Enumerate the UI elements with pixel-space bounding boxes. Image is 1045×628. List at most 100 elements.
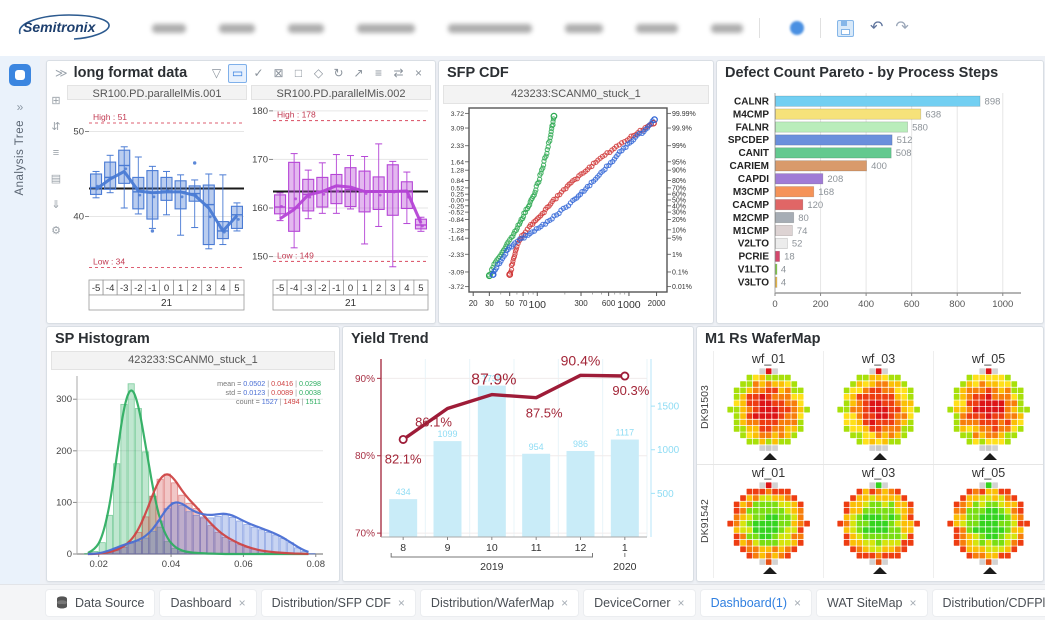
svg-text:10%: 10% bbox=[672, 227, 686, 234]
tab-distribution-wafermap[interactable]: Distribution/WaferMap × bbox=[420, 589, 579, 616]
tab-dashboard[interactable]: Dashboard × bbox=[160, 589, 256, 616]
histogram-chart[interactable]: 0 100 200 300 0.02 0.04 0.06 0.08 mean = 0.0502 … bbox=[47, 370, 339, 583]
cdf-chart[interactable]: 3.72 99.99% 3.09 99.9% 2.33 99% 1.64 95% 1.28 90%… bbox=[439, 104, 713, 325]
blurred-menu-item[interactable] bbox=[636, 23, 678, 33]
svg-text:1500: 1500 bbox=[657, 402, 680, 413]
boxplot-chart-1[interactable]: 40 50 High : 51 Low : 34 -5 -4 -3 -2 -1 0 1 2 3 4 5 21 bbox=[65, 100, 249, 319]
tab-close-icon[interactable]: × bbox=[909, 595, 917, 610]
svg-text:400: 400 bbox=[858, 299, 874, 310]
boxplot-chart-2[interactable]: 150 160 170 180 High : 178 Low : 149 -5 -4 -3 -2-… bbox=[249, 100, 433, 319]
svg-text:580: 580 bbox=[912, 122, 928, 133]
wafer-cell[interactable]: wf_03 bbox=[823, 465, 933, 578]
menu-list-icon[interactable]: ≡ bbox=[52, 146, 60, 159]
svg-text:V1LTO: V1LTO bbox=[738, 265, 770, 276]
clear-selection-icon[interactable]: ⊠ bbox=[273, 66, 284, 80]
tab-distribution-cdfplot[interactable]: Distribution/CDFPlot× bbox=[932, 589, 1045, 616]
svg-text:V2LTO: V2LTO bbox=[738, 239, 770, 250]
wafer-cell[interactable]: wf_01 bbox=[713, 465, 823, 578]
check-select-icon[interactable]: ✓ bbox=[253, 66, 264, 80]
list-icon[interactable]: ≡ bbox=[374, 66, 382, 80]
svg-text:150: 150 bbox=[252, 252, 268, 263]
pareto-chart[interactable]: 0 200 400 600 800 1000 CALNR 898 M4CMP 638 FALNR 58… bbox=[717, 85, 1043, 324]
svg-text:986: 986 bbox=[573, 439, 588, 449]
svg-text:11: 11 bbox=[531, 542, 542, 554]
redo-icon[interactable]: ↷ bbox=[895, 19, 909, 36]
svg-text:40: 40 bbox=[73, 212, 84, 223]
yield-trend-chart[interactable]: 1500 1000 500 434 1099 1735 954 986 1117 90% 80% 70… bbox=[343, 351, 693, 582]
swap-axes-icon[interactable]: ⇄ bbox=[393, 66, 404, 80]
svg-text:High : 51: High : 51 bbox=[93, 112, 127, 122]
svg-text:0.00: 0.00 bbox=[451, 198, 464, 205]
svg-text:3.72: 3.72 bbox=[451, 111, 464, 118]
tab-close-icon[interactable]: × bbox=[561, 595, 569, 610]
tab-dashboard-1-[interactable]: Dashboard(1) × bbox=[700, 589, 812, 616]
svg-text:5: 5 bbox=[234, 283, 239, 294]
svg-text:-0.25: -0.25 bbox=[449, 203, 465, 210]
svg-text:0: 0 bbox=[67, 549, 72, 560]
tab-distribution-sfp-cdf[interactable]: Distribution/SFP CDF × bbox=[261, 589, 415, 616]
tab-close-icon[interactable]: × bbox=[677, 595, 685, 610]
blurred-menu-item[interactable] bbox=[448, 23, 532, 33]
tab-wat-sitemap[interactable]: WAT SiteMap × bbox=[817, 589, 927, 616]
blurred-menu-item[interactable] bbox=[152, 23, 186, 33]
sidebar-expand-chevron[interactable]: » bbox=[16, 100, 24, 114]
svg-text:4: 4 bbox=[781, 278, 786, 289]
blurred-menu-item[interactable] bbox=[711, 23, 743, 33]
tab-label: Dashboard bbox=[170, 595, 232, 610]
settings-gear-icon[interactable]: ⚙ bbox=[51, 225, 61, 237]
svg-text:1%: 1% bbox=[672, 252, 682, 259]
svg-text:99.9%: 99.9% bbox=[672, 126, 692, 133]
wafer-cell[interactable]: wf_03 bbox=[823, 351, 933, 464]
sort-icon[interactable]: ⇵ bbox=[51, 121, 61, 133]
tab-label: WAT SiteMap bbox=[827, 595, 903, 610]
tab-close-icon[interactable]: × bbox=[238, 595, 246, 610]
box-select-icon[interactable]: ▭ bbox=[228, 63, 247, 83]
open-external-icon[interactable]: ↗ bbox=[353, 66, 364, 80]
svg-text:1: 1 bbox=[362, 283, 367, 294]
close-icon[interactable]: × bbox=[414, 66, 422, 80]
download-icon[interactable]: ⇓ bbox=[51, 199, 61, 211]
svg-text:2: 2 bbox=[376, 283, 381, 294]
bottom-strip bbox=[0, 620, 1045, 628]
svg-text:300: 300 bbox=[574, 299, 588, 308]
table-icon[interactable]: ▤ bbox=[50, 173, 62, 185]
blurred-menu-item[interactable] bbox=[219, 23, 255, 33]
wafer-cell[interactable]: wf_01 bbox=[713, 351, 823, 464]
svg-text:50%: 50% bbox=[672, 198, 686, 205]
tab-devicecorner[interactable]: DeviceCorner × bbox=[584, 589, 695, 616]
svg-text:2: 2 bbox=[192, 283, 197, 294]
notification-dot-icon[interactable] bbox=[790, 21, 804, 35]
analysis-app-icon[interactable] bbox=[9, 64, 31, 86]
undo-icon[interactable]: ↶ bbox=[870, 19, 884, 36]
blurred-menu-item[interactable] bbox=[357, 23, 415, 33]
svg-text:500: 500 bbox=[657, 489, 674, 500]
filter-icon[interactable]: ▽ bbox=[211, 66, 222, 80]
svg-text:60%: 60% bbox=[672, 192, 686, 199]
svg-text:-2: -2 bbox=[134, 283, 142, 294]
blurred-menu-item[interactable] bbox=[565, 23, 603, 33]
panel-collapse-icon[interactable]: ≫ bbox=[55, 66, 68, 80]
svg-text:74: 74 bbox=[797, 226, 808, 237]
svg-text:9: 9 bbox=[445, 542, 451, 554]
tab-label: Dashboard(1) bbox=[710, 595, 787, 610]
panel-yield-trend: Yield Trend 1500 1000 500 434 1099 1735 954 986… bbox=[342, 326, 694, 582]
wafer-cell[interactable]: wf_05 bbox=[933, 351, 1043, 464]
rectangle-icon[interactable]: □ bbox=[294, 66, 303, 80]
svg-text:CANIT: CANIT bbox=[738, 148, 769, 159]
tab-close-icon[interactable]: × bbox=[397, 595, 405, 610]
analysis-tree-label[interactable]: Analysis Tree bbox=[14, 120, 26, 196]
tab-data-source[interactable]: Data Source bbox=[46, 589, 155, 616]
svg-text:0: 0 bbox=[772, 299, 777, 310]
wafer-map-svg bbox=[946, 368, 1030, 460]
tab-close-icon[interactable]: × bbox=[794, 595, 802, 610]
svg-text:30%: 30% bbox=[672, 210, 686, 217]
save-icon[interactable] bbox=[837, 19, 854, 37]
grid-view-icon[interactable]: ⊞ bbox=[51, 95, 61, 107]
polygon-icon[interactable]: ◇ bbox=[313, 66, 324, 80]
refresh-icon[interactable]: ↻ bbox=[333, 66, 344, 80]
blurred-menu-item[interactable] bbox=[288, 23, 324, 33]
wafer-cell[interactable]: wf_05 bbox=[933, 465, 1043, 578]
svg-text:0.84: 0.84 bbox=[451, 178, 464, 185]
wafermap-grid[interactable]: DK91503 wf_01 wf_03 wf_05 DK91542 wf_01 wf_03 w… bbox=[697, 351, 1043, 578]
svg-text:0.08: 0.08 bbox=[307, 559, 326, 570]
